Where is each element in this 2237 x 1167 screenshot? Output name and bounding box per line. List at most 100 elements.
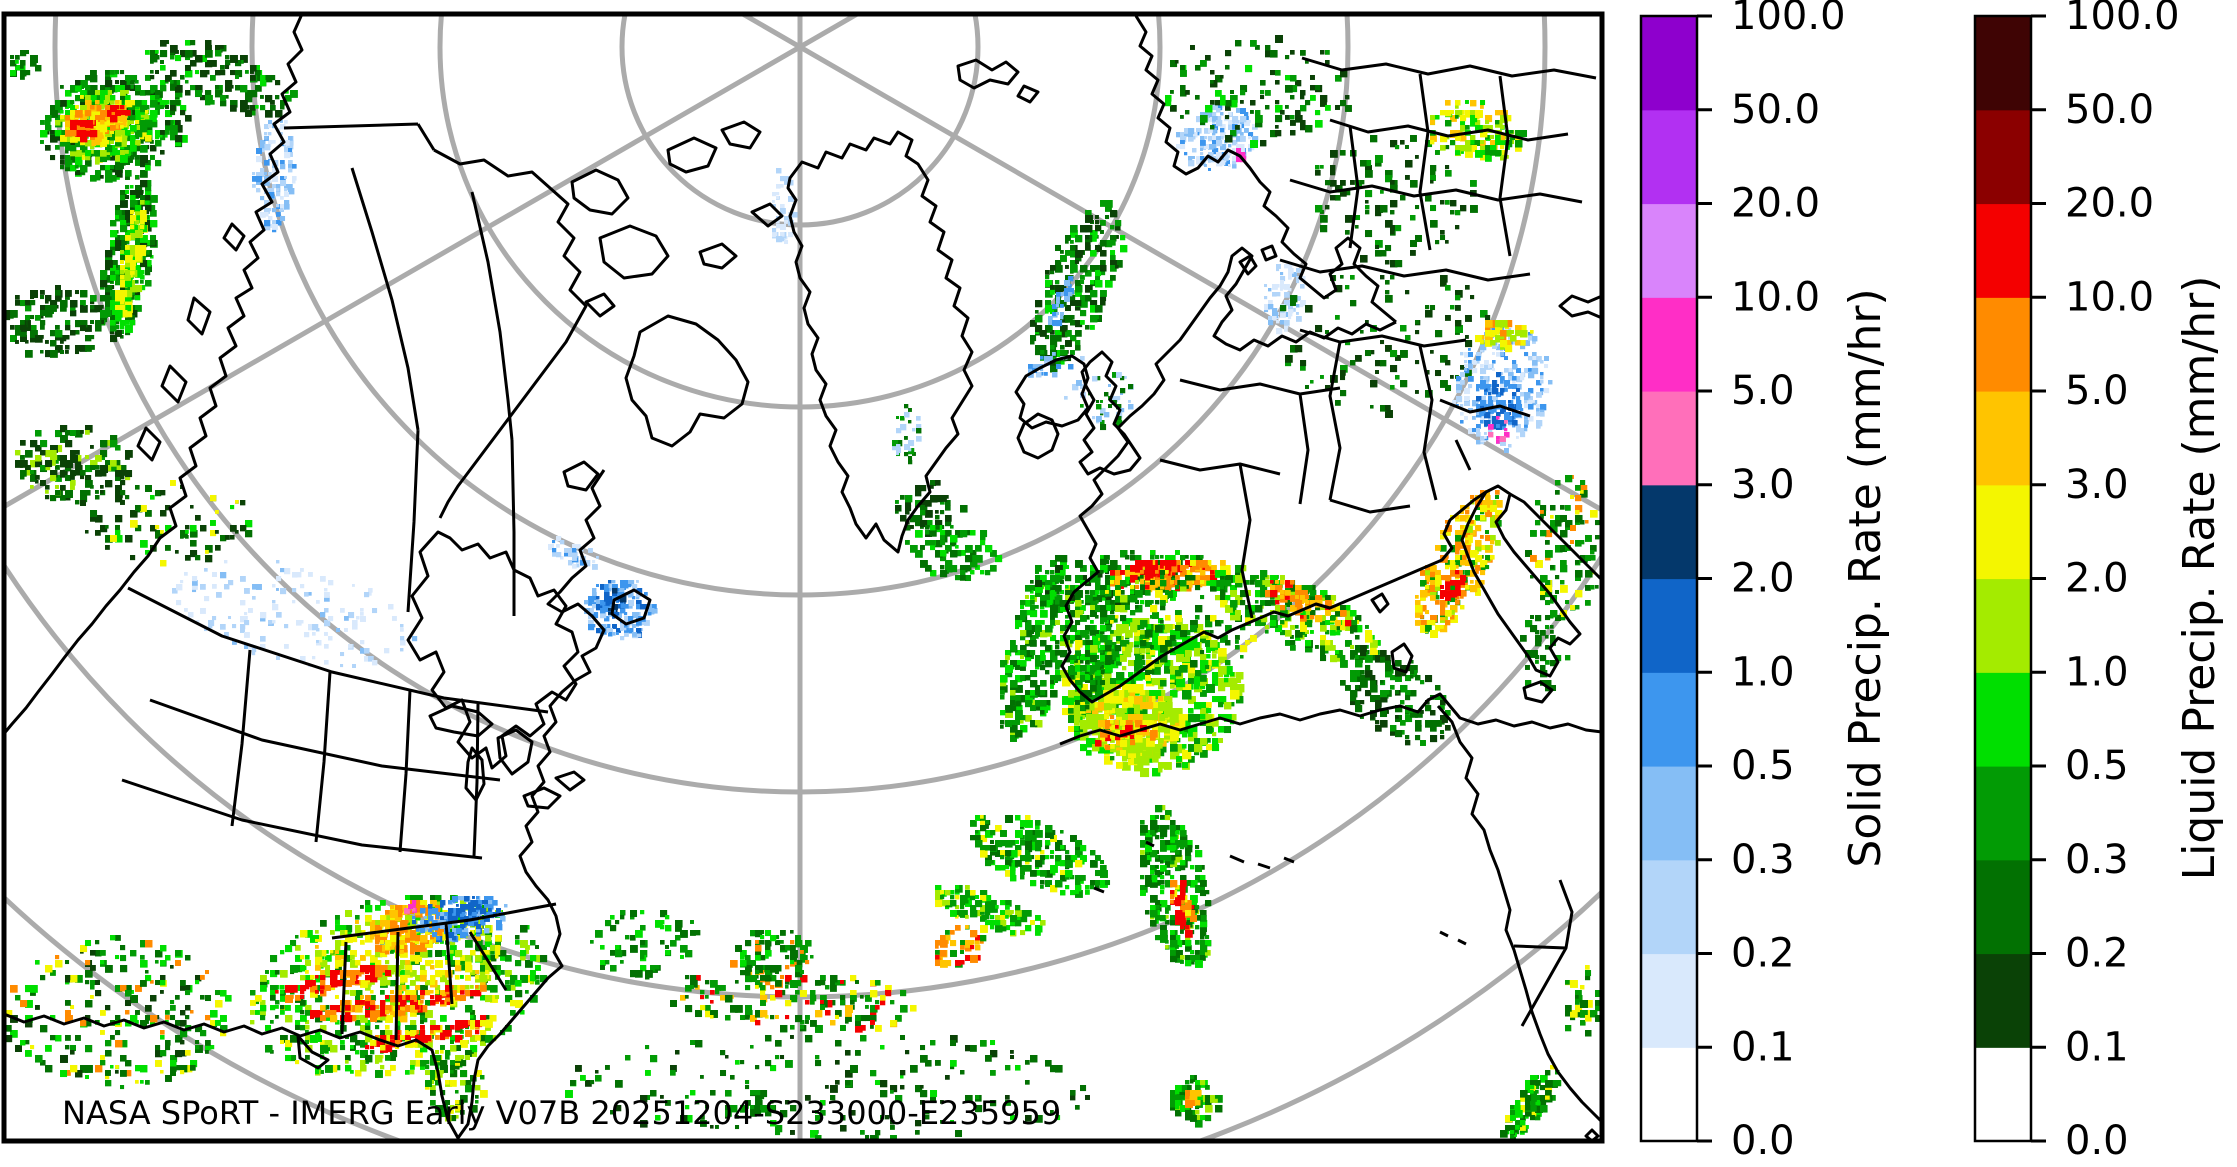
precip-feature-atlantic-row (670, 970, 917, 1033)
solid-colorbar-tick-label: 1.0 (1731, 649, 1795, 695)
coastline-canada-borders (127, 167, 549, 714)
precip-feature-cyclone-tail-hot (1170, 880, 1198, 938)
coastline-hudson-bay (406, 530, 580, 770)
liquid-colorbar-segment (1975, 484, 2031, 580)
liquid-colorbar-segment (1975, 1047, 2031, 1142)
coastline-denmark-islands (1238, 244, 1278, 276)
precip-feature-atlantic-green-w (730, 930, 814, 990)
solid-colorbar-segment (1641, 297, 1697, 392)
liquid-colorbar-segment (1975, 16, 2031, 111)
precip-feature-newfoundland-green (905, 525, 1003, 582)
liquid-colorbar-tick-label: 3.0 (2065, 462, 2129, 508)
coastline-us-state-borders (121, 649, 557, 1041)
precip-feature-balkans-band (1415, 490, 1503, 638)
liquid-colorbar-tick-label: 1.0 (2065, 649, 2129, 695)
coastline-svalbard (956, 58, 1040, 104)
precip-feature-uk-specks (1064, 372, 1134, 431)
precip-feature-west-scatter-2 (15, 425, 133, 506)
map-border (1, 11, 1605, 1144)
precip-feature-greenland-coast-snow (772, 168, 798, 245)
solid-colorbar-segment (1641, 859, 1697, 955)
coastline-newfoundland (610, 588, 652, 626)
precip-feature-hatteras-offshore (590, 910, 701, 980)
precip-feature-subtrop-blob-2 (740, 1090, 776, 1117)
solid-colorbar-tick-label: 2.0 (1731, 556, 1795, 602)
solid-colorbar-segment (1641, 766, 1697, 861)
liquid-colorbar-tick-label: 0.0 (2065, 1118, 2129, 1164)
precip-feature-cyclone-band-red (1130, 560, 1177, 581)
precip-feature-west-streak-inner (115, 200, 148, 326)
liquid-colorbar-tick-label: 0.1 (2065, 1024, 2129, 1070)
precip-feature-prairie-blue (172, 560, 418, 668)
coastline-arctic-islands (562, 120, 784, 492)
precip-feature-greenland-sea-band (1030, 200, 1128, 373)
precip-feature-cyclone-core-bright (1080, 684, 1186, 759)
precip-feature-greenland-sea-blue (1048, 276, 1075, 327)
solid-colorbar-label: Solid Precip. Rate (mm/hr) (1840, 288, 1891, 867)
coastline-baltic-europe-coast (1060, 246, 1487, 704)
coastline-africa-med-coast (1059, 692, 1602, 746)
precip-feature-pacific-red-2 (100, 100, 131, 123)
liquid-colorbar-tick-label: 10.0 (2065, 274, 2154, 320)
coastline-med-islands (1370, 592, 1554, 704)
coastline-greenland (786, 130, 974, 554)
liquid-colorbar-tick-label: 20.0 (2065, 181, 2154, 227)
meridian-line (4, 14, 863, 510)
solid-colorbar-segment (1641, 484, 1697, 580)
liquid-colorbar-tick-label: 0.2 (2065, 931, 2129, 977)
solid-colorbar-tick-label: 100.0 (1731, 0, 1846, 39)
liquid-colorbar-segment (1975, 859, 2031, 955)
solid-colorbar-tick-label: 0.3 (1731, 837, 1795, 883)
solid-colorbar-segment (1641, 16, 1697, 111)
coastline-great-britain (1078, 350, 1142, 476)
liquid-colorbar-segment (1975, 297, 2031, 392)
precip-feature-atlantic-orange (935, 925, 987, 968)
solid-colorbar-tick-label: 0.2 (1731, 931, 1795, 977)
coastline-e-europe-borders (1279, 56, 1597, 514)
solid-colorbar-tick-label: 10.0 (1731, 274, 1820, 320)
solid-colorbar-segment (1641, 203, 1697, 298)
precip-feature-balkan-east-specks (1525, 475, 1602, 621)
precip-feature-sweden-coast-snow (1264, 264, 1306, 335)
coastline-yukon-borders (283, 122, 436, 151)
solid-colorbar-segment (1641, 953, 1697, 1048)
precip-feature-e-europe-scatter (1280, 255, 1491, 418)
precipitation-layer (5, 35, 1602, 1141)
solid-colorbar-segment (1641, 578, 1697, 673)
precip-feature-cyclone-core-hot (1095, 715, 1158, 757)
liquid-colorbar: 0.0 0.1 0.2 0.3 0.5 1.0 2.0 3.0 5.0 10.0 20.0 50.0 1… (1973, 0, 2180, 1164)
precip-feature-topleft-specks (10, 50, 42, 80)
precip-feature-med-specks (1520, 610, 1571, 692)
precip-feature-cyclone-tail-south (1140, 805, 1212, 968)
precip-feature-egypt-coast-streak (1500, 1065, 1562, 1141)
precip-feature-cyclone-east-tail (1340, 645, 1451, 746)
coastline-france-germany-borders (1159, 378, 1341, 619)
coastline-black-sea (1558, 294, 1602, 320)
precip-feature-balkans-red (1440, 570, 1467, 611)
coastline-baffin-island (624, 314, 750, 448)
coastline-la-delta (296, 1034, 330, 1070)
precip-feature-alps-top-specks (1475, 320, 1534, 353)
precip-feature-cyclone-tail-sw2 (935, 885, 1046, 937)
solid-colorbar-tick-label: 5.0 (1731, 368, 1795, 414)
coastline-scandinavia (1134, 15, 1397, 324)
solid-colorbar-tick-label: 0.1 (1731, 1024, 1795, 1070)
precip-feature-subtrop-blob-core (1185, 1090, 1202, 1108)
coastline-atl-islands (1093, 840, 1467, 946)
coastline-alaska-islands (136, 222, 246, 462)
liquid-colorbar-tick-label: 2.0 (2065, 556, 2129, 602)
coastline-alps-borders (1439, 398, 1531, 471)
liquid-colorbar-tick-label: 0.3 (2065, 837, 2129, 883)
solid-colorbar: 0.0 0.1 0.2 0.3 0.5 1.0 2.0 3.0 5.0 10.0 20.0 50.0 1… (1639, 0, 1846, 1164)
map-annotation: NASA SPoRT - IMERG Early V07B 20251204-S… (62, 1094, 1061, 1132)
solid-colorbar-tick-label: 0.0 (1731, 1118, 1795, 1164)
liquid-colorbar-segment (1975, 766, 2031, 861)
liquid-colorbar-segment (1975, 672, 2031, 767)
coastline-nwt-arctic-coast (433, 148, 588, 519)
solid-colorbar-segment (1641, 391, 1697, 486)
solid-colorbar-tick-label: 0.5 (1731, 743, 1795, 789)
